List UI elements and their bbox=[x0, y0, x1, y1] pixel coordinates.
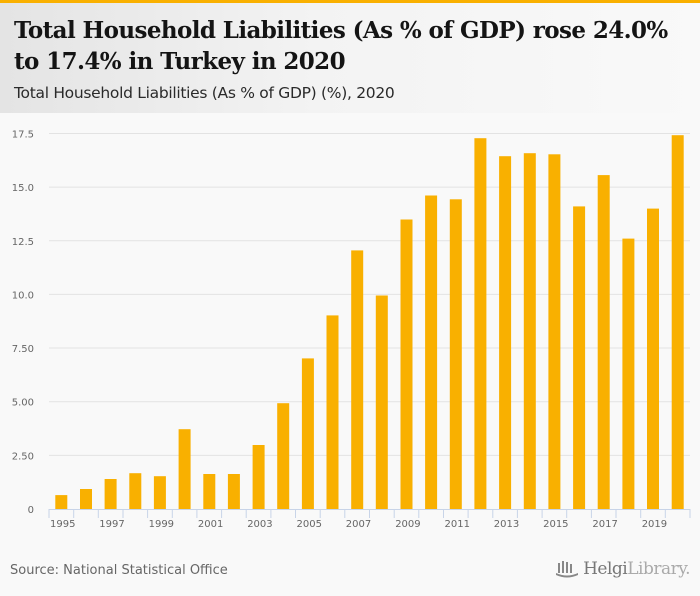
bar-2018 bbox=[622, 238, 635, 509]
x-tick-label: 2009 bbox=[395, 519, 420, 530]
bar-1997 bbox=[104, 479, 117, 509]
bar-2019 bbox=[647, 208, 659, 509]
bar-2000 bbox=[178, 429, 191, 509]
x-tick-label: 1999 bbox=[149, 519, 174, 530]
bar-2013 bbox=[499, 156, 512, 509]
y-tick-label: 10.0 bbox=[12, 290, 34, 301]
chart-subtitle: Total Household Liabilities (As % of GDP… bbox=[14, 84, 395, 102]
bar-2014 bbox=[523, 153, 536, 509]
y-axis-labels: 0 2.50 5.00 7.50 10.0 12.5 15.0 17.5 bbox=[12, 129, 34, 516]
x-tick-label: 2017 bbox=[592, 519, 617, 530]
bar-1996 bbox=[80, 489, 92, 509]
bar-2012 bbox=[474, 138, 487, 509]
bar-2017 bbox=[597, 175, 610, 509]
y-tick-label: 7.50 bbox=[12, 344, 34, 355]
x-tick-label: 2015 bbox=[543, 519, 568, 530]
bar-2005 bbox=[301, 358, 314, 509]
bar-2006 bbox=[326, 315, 339, 509]
x-tick-label: 2005 bbox=[297, 519, 322, 530]
y-tick-label: 2.50 bbox=[12, 451, 34, 462]
bar-2020 bbox=[671, 135, 684, 509]
bar-2002 bbox=[227, 474, 240, 509]
logo-text-light: Library. bbox=[627, 559, 690, 579]
bar-2009 bbox=[400, 219, 413, 509]
bar-2003 bbox=[252, 445, 265, 509]
chart-header: Total Household Liabilities (As % of GDP… bbox=[0, 3, 700, 113]
library-logo-icon bbox=[556, 561, 579, 578]
bar-2004 bbox=[277, 403, 290, 509]
x-tick-label: 2013 bbox=[494, 519, 519, 530]
logo-text-bold: Helgi bbox=[583, 559, 628, 579]
x-tick-label: 1997 bbox=[99, 519, 124, 530]
x-tick-label: 2003 bbox=[247, 519, 272, 530]
bar-2010 bbox=[425, 195, 438, 509]
logo-text: HelgiLibrary. bbox=[583, 559, 690, 579]
bar-1995 bbox=[55, 495, 68, 509]
y-tick-label: 5.00 bbox=[12, 398, 34, 409]
x-tick-label: 2019 bbox=[642, 519, 667, 530]
bars bbox=[55, 135, 684, 510]
bar-2016 bbox=[573, 206, 586, 509]
bar-1998 bbox=[129, 473, 142, 509]
y-tick-label: 17.5 bbox=[12, 129, 34, 140]
grid-lines bbox=[49, 132, 690, 456]
bar-1999 bbox=[153, 476, 166, 509]
x-tick-label: 1995 bbox=[50, 519, 75, 530]
bar-2015 bbox=[548, 154, 561, 510]
y-tick-label: 12.5 bbox=[12, 237, 34, 248]
bar-2011 bbox=[449, 199, 462, 510]
chart-title: Total Household Liabilities (As % of GDP… bbox=[14, 17, 668, 75]
top-accent-bar bbox=[0, 0, 700, 3]
x-tick-label: 2007 bbox=[346, 519, 371, 530]
bar-2001 bbox=[203, 474, 216, 509]
x-tick-label: 2011 bbox=[445, 519, 470, 530]
helgi-library-logo[interactable]: HelgiLibrary. bbox=[555, 559, 690, 579]
x-tick-label: 2001 bbox=[198, 519, 223, 530]
bar-2008 bbox=[375, 295, 388, 509]
x-axis: 1995 1997 1999 2001 2003 2005 2007 2009 2011 2013… bbox=[48, 509, 691, 530]
y-tick-label: 0 bbox=[28, 505, 34, 516]
source-note: Source: National Statistical Office bbox=[10, 563, 228, 578]
y-tick-label: 15.0 bbox=[12, 183, 34, 194]
bar-2007 bbox=[351, 250, 364, 509]
